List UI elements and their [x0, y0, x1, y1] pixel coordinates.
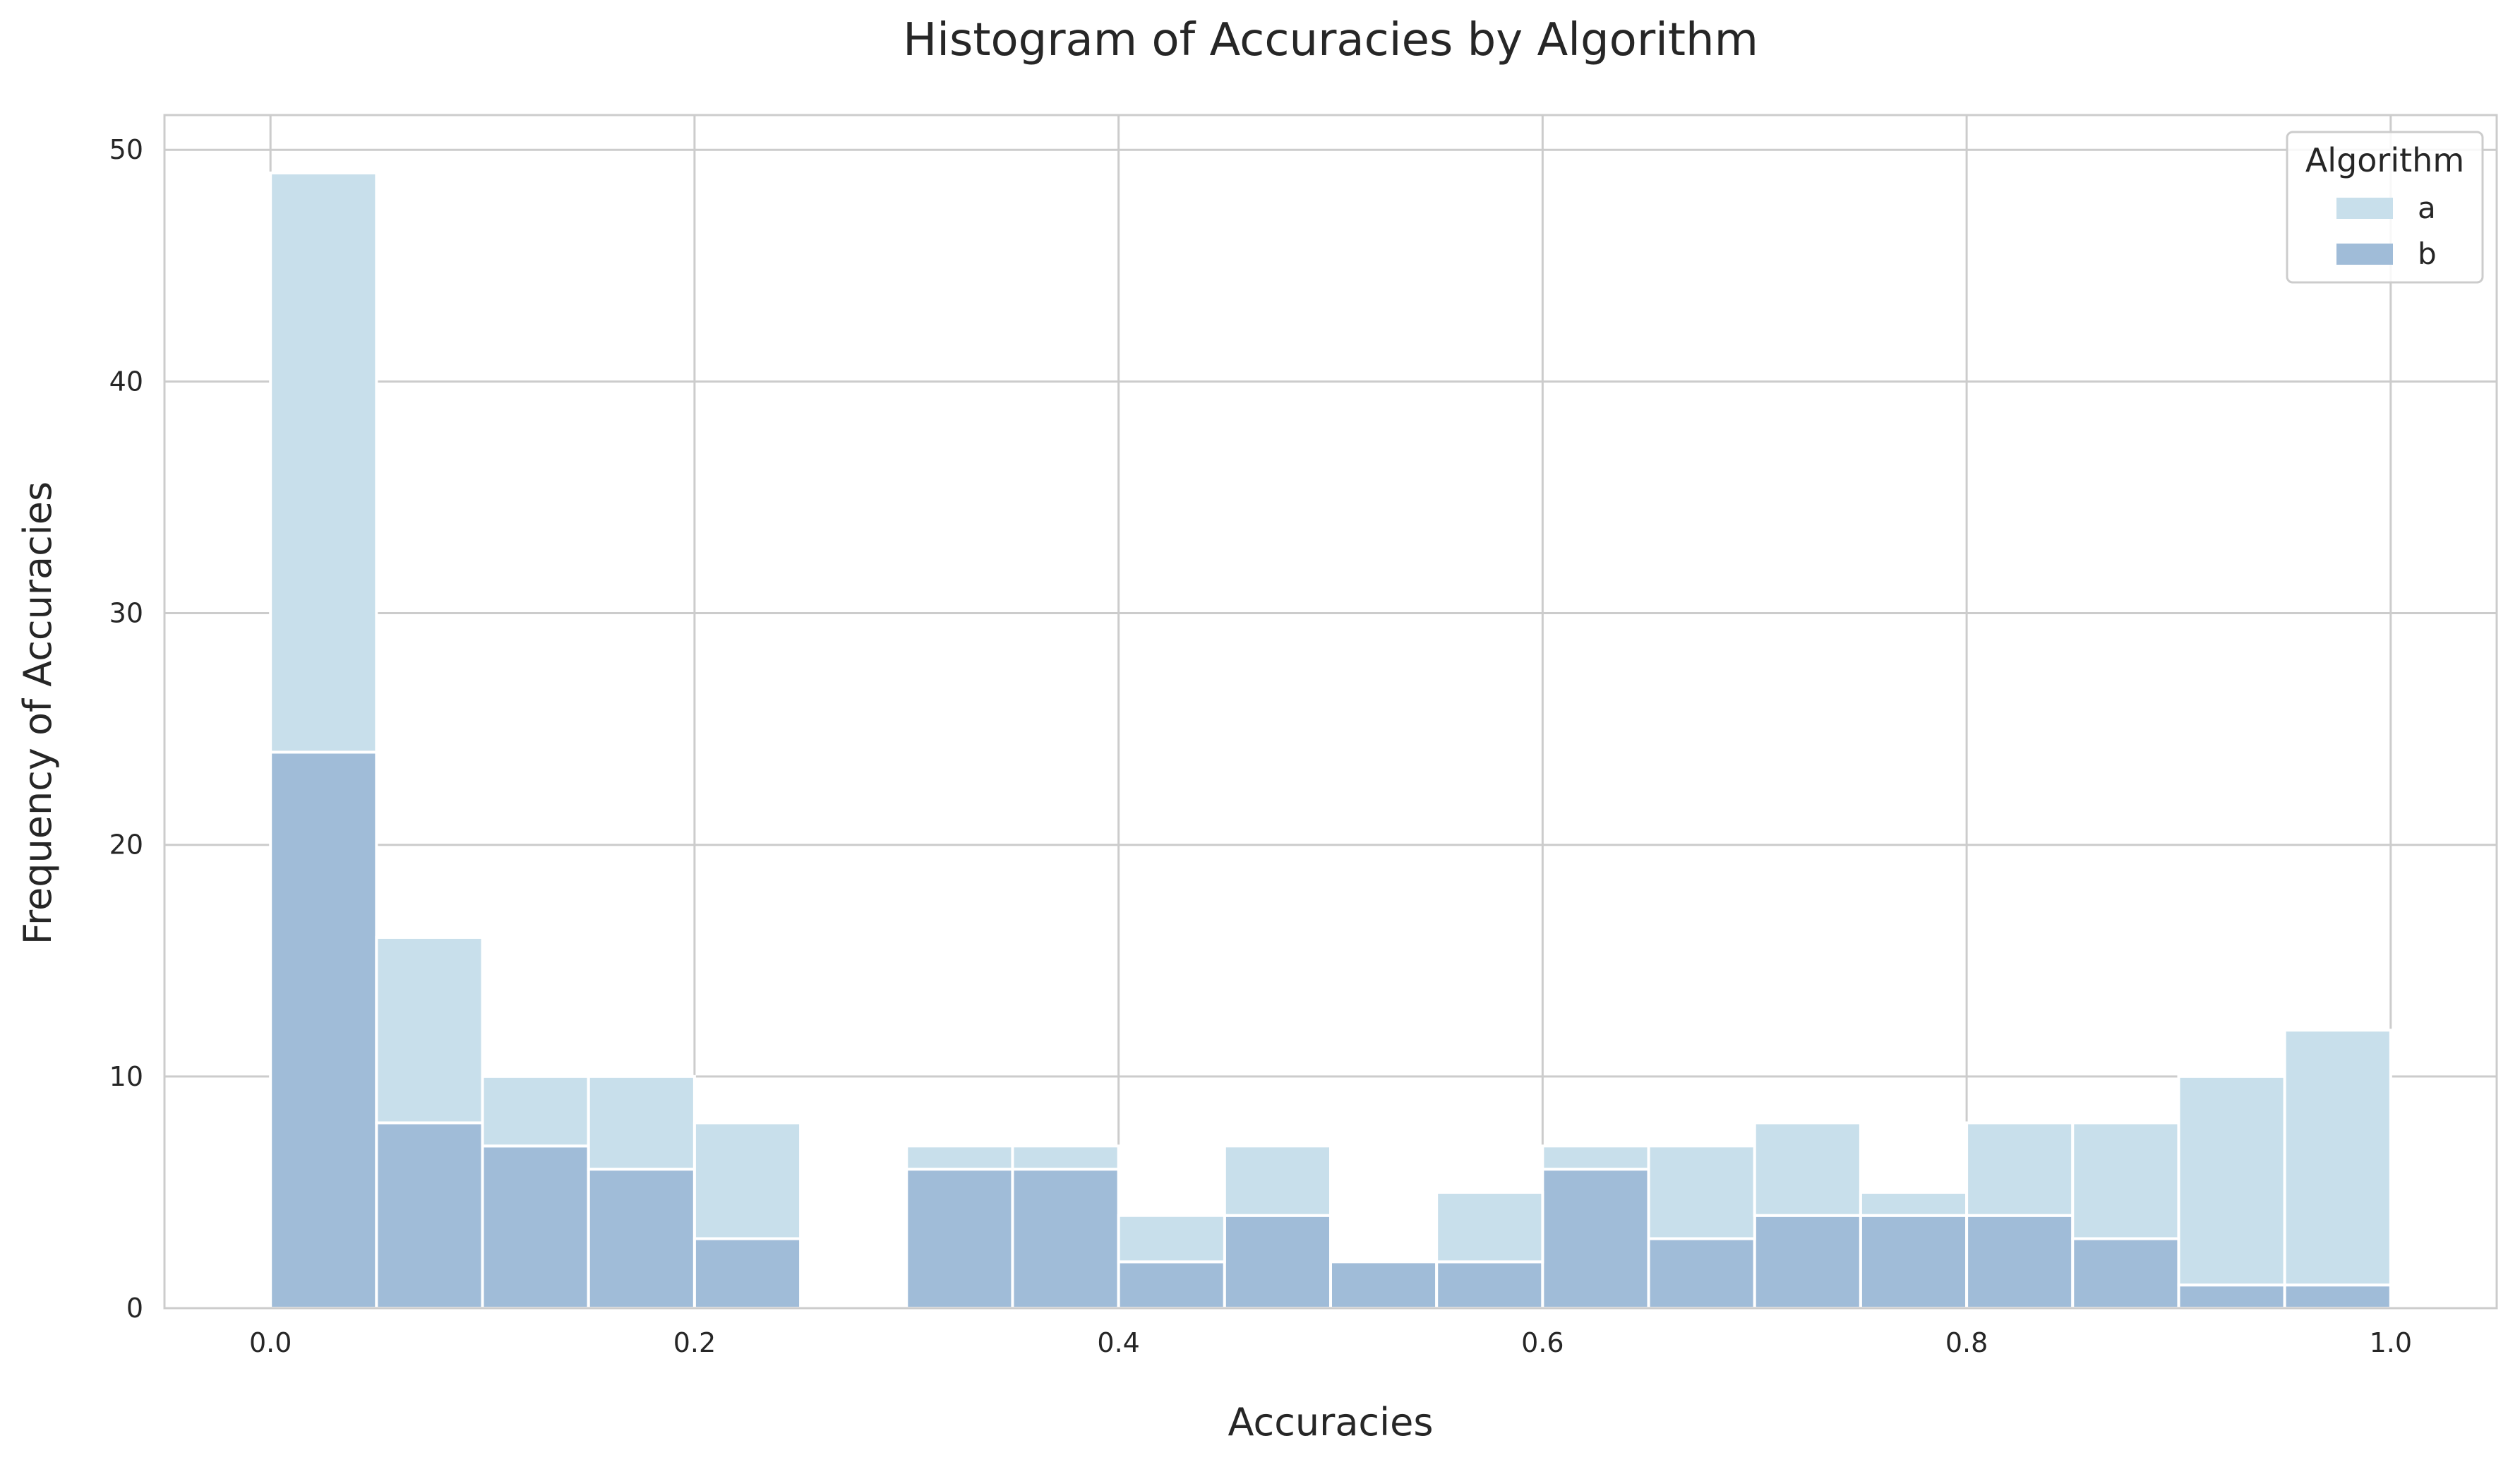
bar-b-bin-11: [1435, 1260, 1544, 1310]
bar-b-bin-16: [1965, 1214, 2075, 1310]
y-tick-label: 50: [109, 134, 143, 165]
plot-area: [163, 114, 2498, 1310]
x-tick-label: 0.8: [1945, 1327, 1988, 1358]
plot-frame: [163, 114, 2498, 1310]
y-tick-label: 40: [109, 366, 143, 397]
x-tick-label: 0.4: [1097, 1327, 1139, 1358]
bar-b-bin-18: [2177, 1283, 2286, 1310]
bar-b-bin-13: [1647, 1237, 1756, 1310]
bar-a-bin-12: [1541, 1144, 1650, 1171]
legend-swatch-a: [2336, 198, 2393, 219]
bar-a-bin-14: [1753, 1121, 1862, 1217]
bar-b-bin-7: [1011, 1168, 1120, 1310]
bar-a-bin-0: [269, 172, 378, 754]
y-tick-label: 10: [109, 1061, 143, 1092]
bar-a-bin-18: [2177, 1074, 2286, 1287]
x-tick-label: 0.2: [673, 1327, 716, 1358]
bar-a-bin-17: [2071, 1121, 2180, 1240]
bar-a-bin-4: [692, 1121, 803, 1240]
bar-b-bin-17: [2071, 1237, 2180, 1310]
x-tick-label: 0.0: [249, 1327, 292, 1358]
bar-b-bin-3: [587, 1168, 696, 1310]
bar-a-bin-16: [1965, 1121, 2075, 1217]
bar-a-bin-15: [1859, 1190, 1969, 1217]
bar-b-bin-8: [1117, 1260, 1226, 1310]
bar-a-bin-19: [2283, 1029, 2392, 1287]
y-tick-label: 20: [109, 830, 143, 861]
bar-a-bin-3: [587, 1074, 696, 1171]
bar-b-bin-4: [692, 1237, 803, 1310]
legend: Algorithm ab: [2286, 131, 2484, 284]
bar-a-bin-7: [1011, 1144, 1120, 1171]
bar-a-bin-9: [1223, 1144, 1333, 1217]
y-tick-label: 0: [126, 1293, 143, 1324]
bar-a-bin-13: [1647, 1144, 1756, 1240]
bar-a-bin-6: [905, 1144, 1014, 1171]
bar-b-bin-14: [1753, 1214, 1862, 1310]
bar-a-bin-11: [1435, 1190, 1544, 1264]
bar-b-bin-0: [269, 750, 378, 1310]
bar-b-bin-9: [1223, 1214, 1333, 1310]
bar-b-bin-6: [905, 1168, 1014, 1310]
bar-b-bin-1: [375, 1121, 484, 1310]
legend-title: Algorithm: [2305, 141, 2464, 179]
y-tick-label: 30: [109, 598, 143, 629]
bar-b-bin-15: [1859, 1214, 1969, 1310]
bar-b-bin-10: [1329, 1260, 1439, 1310]
x-tick-label: 0.6: [1521, 1327, 1564, 1358]
bar-a-bin-8: [1117, 1214, 1226, 1264]
bar-a-bin-2: [481, 1074, 590, 1148]
legend-label-b: b: [2418, 236, 2437, 271]
x-tick-label: 1.0: [2370, 1327, 2412, 1358]
legend-label-a: a: [2418, 191, 2436, 225]
bar-b-bin-12: [1541, 1168, 1650, 1310]
y-axis-label: Frequency of Accuracies: [16, 481, 60, 945]
bar-b-bin-2: [481, 1144, 590, 1310]
bar-a-bin-1: [375, 935, 484, 1125]
bar-b-bin-19: [2283, 1283, 2392, 1310]
chart-title: Histogram of Accuracies by Algorithm: [903, 14, 1758, 66]
legend-swatch-b: [2336, 244, 2393, 265]
x-axis-label: Accuracies: [1228, 1400, 1434, 1444]
